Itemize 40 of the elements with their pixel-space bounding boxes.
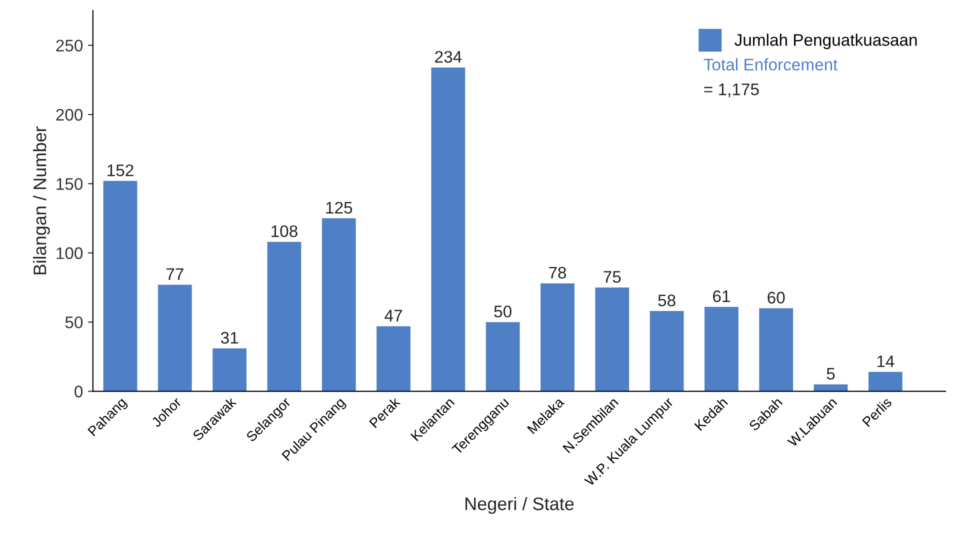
y-tick-label: 250 <box>56 40 83 52</box>
y-tick-label: 50 <box>65 316 83 328</box>
data-label: 47 <box>384 310 402 322</box>
data-label: 31 <box>220 332 238 344</box>
bar <box>322 218 356 392</box>
x-axis-title: Negeri / State <box>466 496 574 514</box>
bar <box>704 306 738 392</box>
data-label: 5 <box>826 368 835 380</box>
y-tick-label: 0 <box>74 386 83 398</box>
y-tick-label: 200 <box>56 108 83 121</box>
bar <box>212 348 247 392</box>
y-tick-label: 150 <box>56 178 83 190</box>
data-label: 78 <box>549 266 566 279</box>
bar <box>759 308 794 392</box>
data-label: 14 <box>877 356 894 368</box>
bar <box>158 284 192 392</box>
bar <box>431 67 466 392</box>
legend-label: Jumlah Penguatkuasaan <box>734 34 917 50</box>
bar <box>486 322 520 392</box>
bar <box>868 372 902 392</box>
annotation: Total Enforcement <box>704 58 838 71</box>
data-label: 75 <box>604 271 621 283</box>
bar <box>376 326 410 392</box>
data-label: 61 <box>713 290 730 302</box>
data-label: 125 <box>326 202 352 214</box>
bar <box>103 180 138 392</box>
data-label: 60 <box>768 292 785 304</box>
bar <box>540 283 574 392</box>
y-axis-title: Bilangan / Number <box>33 126 50 274</box>
y-tick-label: 100 <box>56 247 83 260</box>
bar <box>267 242 302 392</box>
data-label: 234 <box>435 50 462 63</box>
data-label: 50 <box>494 306 512 318</box>
bar <box>650 311 684 392</box>
data-label: 152 <box>108 164 134 176</box>
data-label: 58 <box>658 294 676 306</box>
bar <box>595 287 630 392</box>
data-label: 108 <box>272 225 298 238</box>
annotation: = 1,175 <box>704 84 759 98</box>
data-label: 77 <box>166 268 184 280</box>
